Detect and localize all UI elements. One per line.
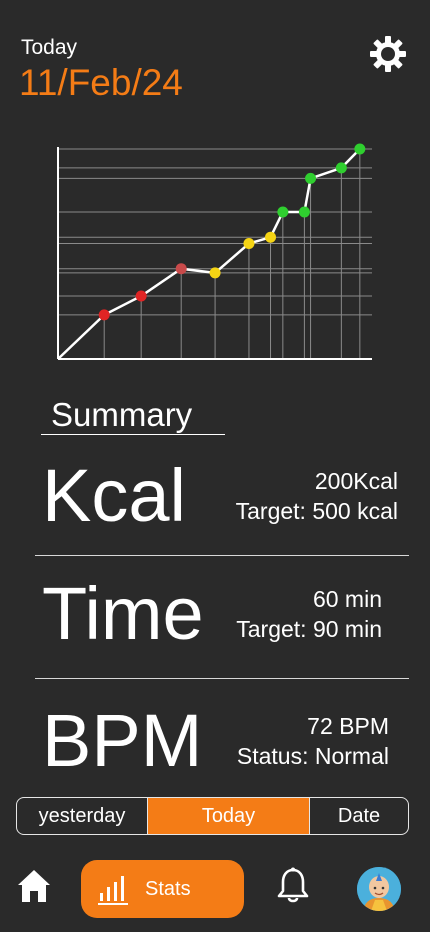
data-point	[175, 263, 187, 275]
home-icon	[18, 870, 50, 902]
bottom-nav: Stats	[0, 852, 430, 932]
data-point	[209, 267, 221, 279]
progress-chart	[57, 143, 372, 360]
range-date[interactable]: Date	[309, 798, 408, 834]
range-yesterday[interactable]: yesterday	[38, 804, 126, 827]
kcal-value: 200Kcal	[314, 468, 398, 494]
data-point	[298, 206, 310, 218]
settings-button[interactable]	[368, 34, 408, 74]
nav-stats[interactable]: Stats	[81, 860, 244, 918]
data-point	[277, 206, 289, 218]
kcal-target: Target: 500 kcal	[235, 498, 398, 524]
time-value: 60 min	[312, 586, 382, 612]
nav-notifications[interactable]	[277, 867, 309, 909]
bpm-status: Status: Normal	[236, 743, 389, 769]
divider	[35, 678, 409, 679]
bell-icon	[277, 867, 309, 903]
time-label: Time	[42, 572, 204, 655]
bar-chart-icon	[98, 876, 128, 905]
time-values: 60 min Target: 90 min	[225, 584, 382, 644]
nav-stats-label: Stats	[145, 877, 191, 900]
data-point	[305, 172, 317, 184]
header-label: Today	[21, 36, 78, 59]
data-point	[335, 162, 347, 174]
nav-home[interactable]	[16, 868, 52, 908]
data-point	[243, 238, 255, 249]
bpm-label: BPM	[42, 699, 203, 782]
data-point	[135, 290, 147, 302]
time-target: Target: 90 min	[236, 616, 382, 642]
kcal-label: Kcal	[42, 454, 186, 537]
profile-avatar-icon	[357, 867, 401, 911]
data-point	[98, 309, 110, 321]
divider	[35, 555, 409, 556]
kcal-values: 200Kcal Target: 500 kcal	[225, 466, 398, 526]
summary-underline	[41, 434, 225, 435]
bpm-values: 72 BPM Status: Normal	[225, 711, 389, 771]
data-point	[354, 143, 366, 155]
range-today[interactable]: Today	[147, 798, 309, 834]
bpm-value: 72 BPM	[307, 713, 389, 739]
page-date: 11/Feb/24	[19, 62, 183, 103]
summary-title: Summary	[51, 396, 193, 433]
avatar[interactable]	[357, 867, 401, 911]
date-range-selector: yesterday Today Date	[16, 797, 409, 835]
data-point	[265, 231, 277, 243]
gear-icon	[370, 36, 406, 72]
